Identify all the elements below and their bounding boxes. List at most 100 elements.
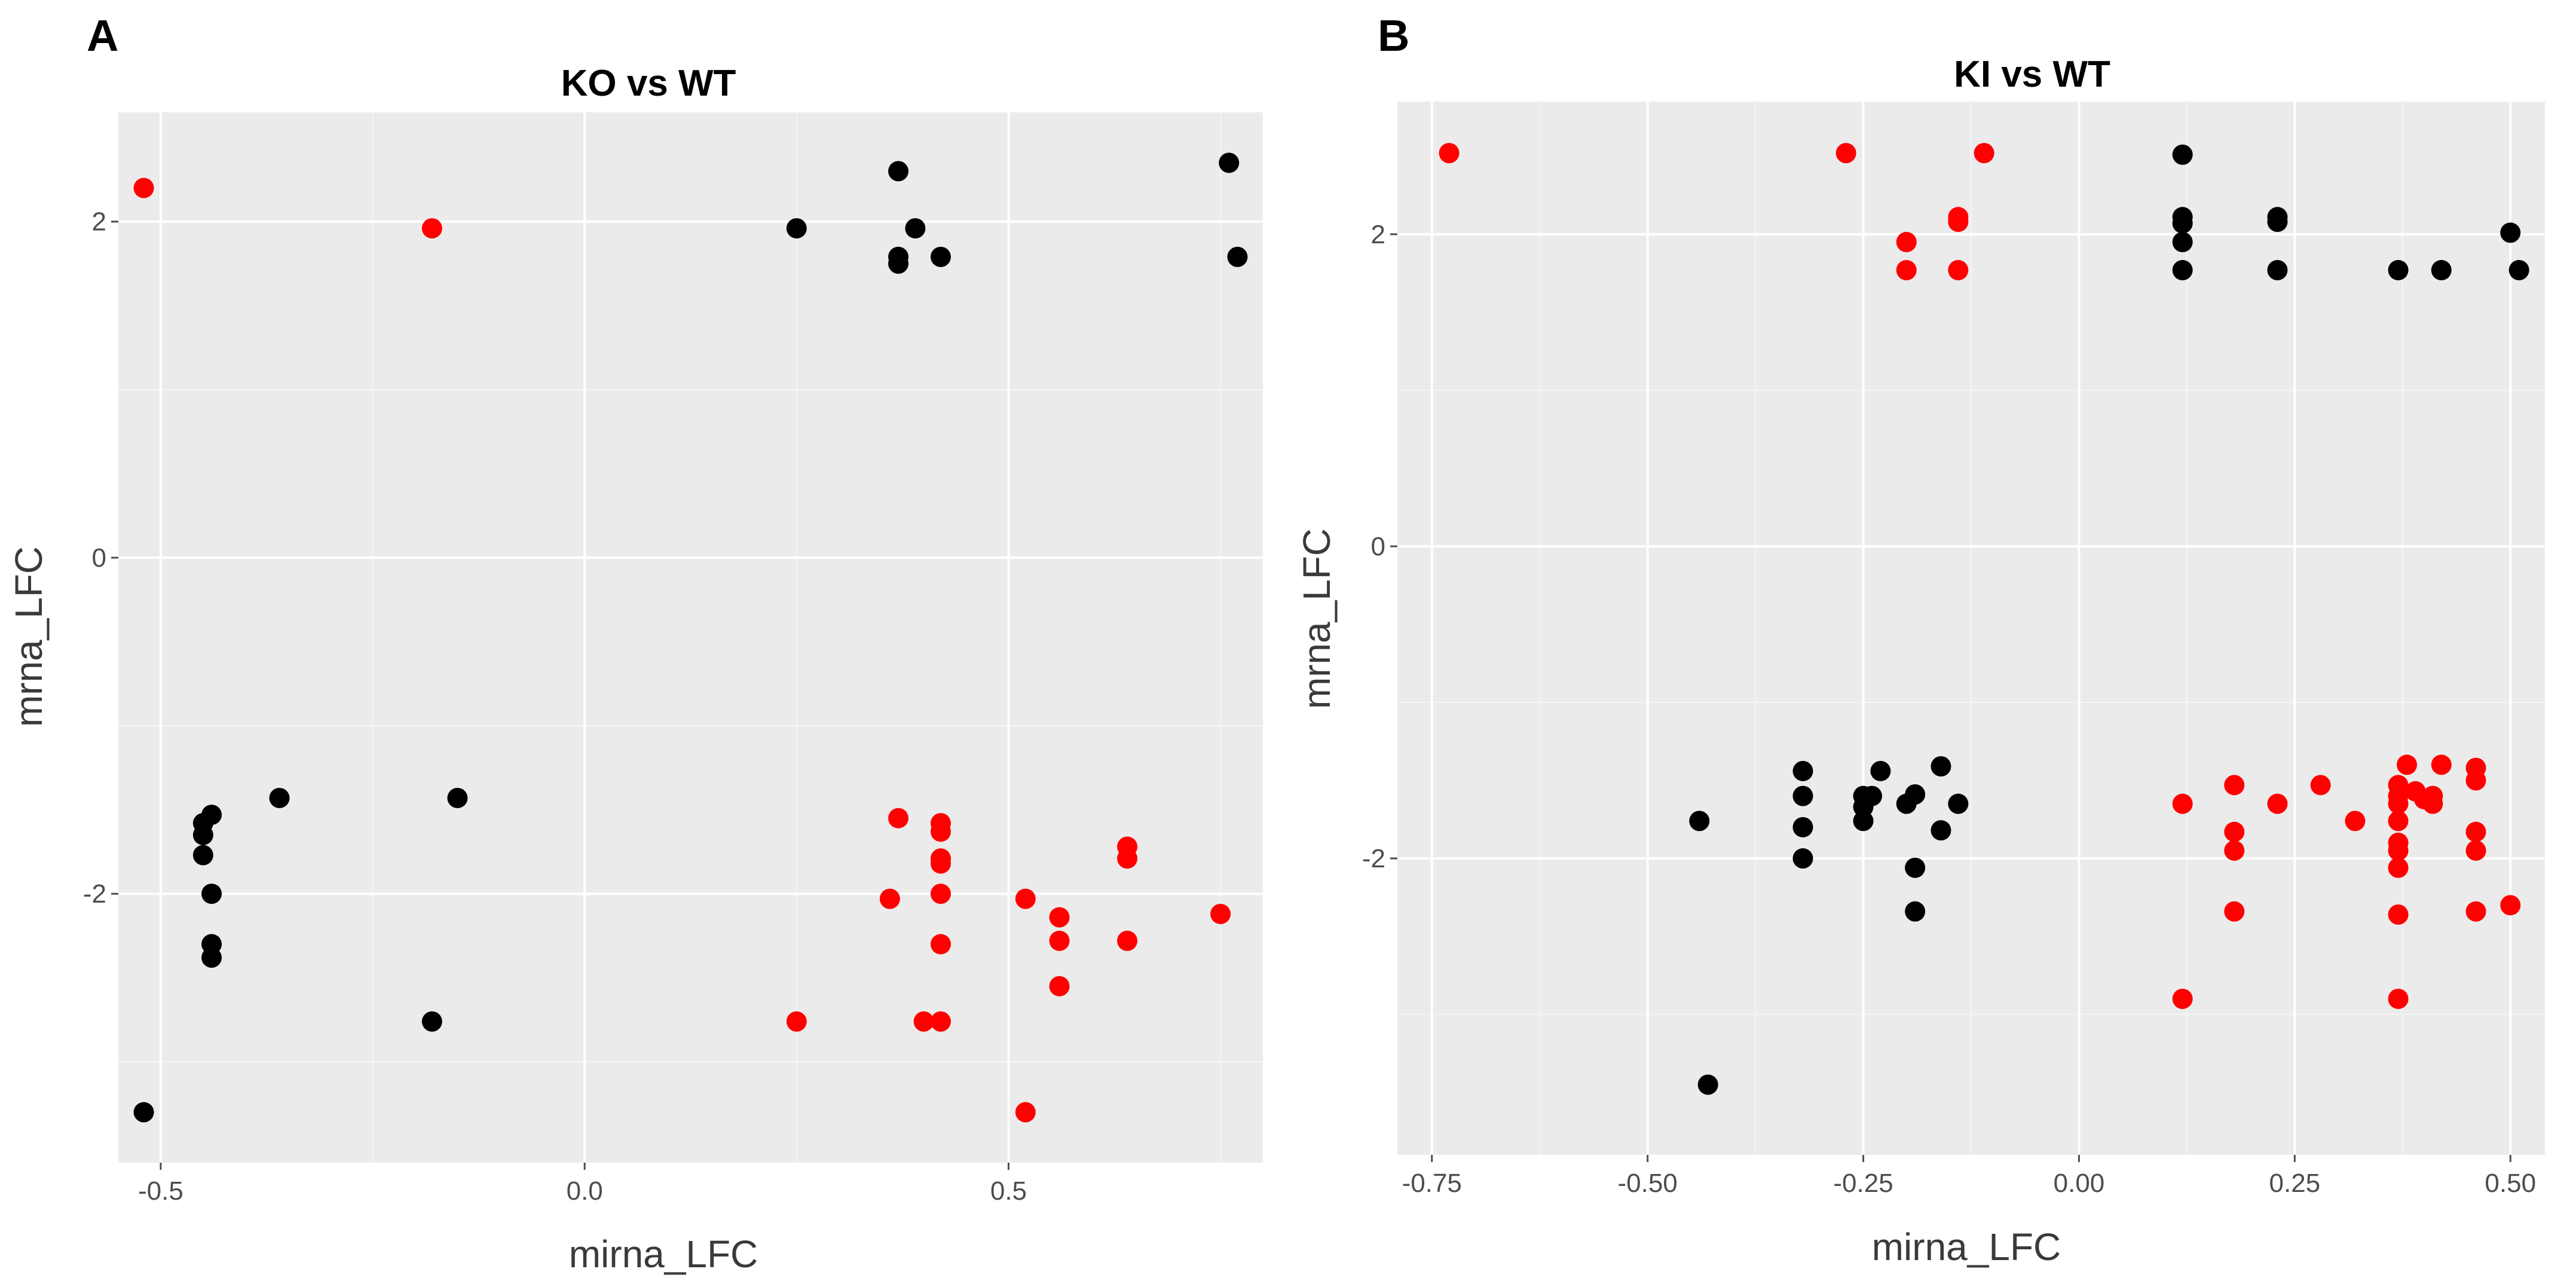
data-point: [2388, 857, 2409, 878]
y-tick-label: 2: [1371, 220, 1385, 249]
data-point: [2388, 988, 2409, 1009]
data-point: [1948, 211, 1969, 232]
data-point: [2172, 231, 2193, 252]
data-point: [1948, 793, 1969, 814]
data-point: [930, 246, 951, 267]
data-point: [269, 787, 290, 808]
data-point: [421, 218, 442, 239]
x-ticks-a: -0.5 0.0 0.5: [138, 1163, 1027, 1206]
data-point: [1931, 756, 1951, 777]
data-point: [2465, 840, 2486, 861]
gridlines-b: [1397, 102, 2545, 1155]
data-point: [133, 178, 154, 198]
data-point: [786, 1011, 807, 1032]
x-tick-label: -0.75: [1402, 1169, 1462, 1198]
data-point: [2224, 840, 2245, 861]
data-point: [905, 218, 926, 239]
y-axis-label-b: mrna_LFC: [1295, 528, 1338, 709]
data-point: [1792, 785, 1813, 806]
data-point: [888, 253, 909, 274]
y-tick-label: 0: [1371, 532, 1385, 561]
data-point: [2465, 821, 2486, 842]
data-point: [2431, 259, 2452, 280]
data-point: [2172, 259, 2193, 280]
data-point: [192, 824, 213, 845]
data-point: [1015, 1102, 1036, 1123]
data-point: [1870, 760, 1891, 781]
data-point: [1896, 231, 1917, 252]
y-tick-label: -2: [1362, 844, 1385, 873]
panel-letter-b: B: [1378, 11, 1409, 60]
data-point: [2388, 904, 2409, 925]
data-point: [2267, 211, 2288, 232]
data-point: [201, 947, 222, 968]
data-point: [2422, 793, 2443, 814]
data-point: [1861, 785, 1882, 806]
data-point: [1439, 143, 1460, 164]
data-point: [2172, 988, 2193, 1009]
data-point: [1210, 903, 1231, 924]
data-point: [1905, 857, 1926, 878]
data-point: [2345, 811, 2366, 831]
data-point: [1905, 784, 1926, 805]
data-point: [2500, 895, 2521, 916]
panel-letter-a: A: [87, 11, 118, 60]
data-point: [2224, 901, 2245, 922]
data-point: [2508, 259, 2529, 280]
x-tick-label: 0.50: [2485, 1169, 2536, 1198]
data-point: [2388, 840, 2409, 861]
data-point: [1792, 848, 1813, 869]
data-point: [2465, 770, 2486, 791]
data-point: [447, 787, 468, 808]
data-point: [879, 888, 900, 909]
data-point: [930, 821, 951, 842]
data-point: [1049, 907, 1070, 928]
x-tick-label: -0.50: [1617, 1169, 1677, 1198]
data-point: [1948, 259, 1969, 280]
x-ticks-b: -0.75 -0.50 -0.25 0.00 0.25 0.50: [1402, 1155, 2536, 1198]
data-point: [2397, 754, 2418, 775]
data-point: [1227, 246, 1248, 267]
data-point: [1697, 1074, 1718, 1095]
data-point: [2172, 213, 2193, 234]
data-point: [2431, 754, 2452, 775]
gridlines-a: [118, 112, 1263, 1163]
data-point: [888, 808, 909, 828]
data-point: [2172, 144, 2193, 165]
points-b: [1439, 143, 2529, 1095]
data-point: [2465, 901, 2486, 922]
y-ticks-b: -2 0 2: [1362, 220, 1397, 873]
data-point: [1792, 817, 1813, 837]
panel-b: B KI vs WT -0.75 -0.50 -0.25 0.00 0.25 0.50 -…: [1295, 11, 2545, 1268]
data-point: [2267, 793, 2288, 814]
x-tick-label: 0.00: [2054, 1169, 2105, 1198]
data-point: [2388, 811, 2409, 831]
y-tick-label: 0: [92, 543, 106, 573]
data-point: [1835, 143, 1856, 164]
data-point: [1853, 811, 1874, 831]
chart-title-a: KO vs WT: [561, 63, 736, 104]
data-point: [2388, 793, 2409, 814]
y-tick-label: -2: [83, 879, 106, 909]
plot-area-a: [118, 112, 1263, 1163]
data-point: [930, 934, 951, 955]
panel-a: A KO vs WT -0.5 0.0 0.5 -2 0 2 mirna_LFC mrn…: [7, 11, 1263, 1276]
x-tick-label: 0.5: [990, 1176, 1027, 1206]
data-point: [1049, 930, 1070, 951]
data-point: [201, 883, 222, 904]
data-point: [1117, 848, 1138, 869]
data-point: [2500, 222, 2521, 243]
data-point: [1905, 901, 1926, 922]
data-point: [1931, 820, 1951, 841]
data-point: [2267, 259, 2288, 280]
data-point: [930, 883, 951, 904]
x-axis-label-a: mirna_LFC: [569, 1233, 758, 1276]
data-point: [1792, 760, 1813, 781]
x-axis-label-b: mirna_LFC: [1872, 1225, 2061, 1268]
data-point: [1117, 930, 1138, 951]
x-tick-label: 0.0: [567, 1176, 603, 1206]
data-point: [913, 1011, 934, 1032]
data-point: [2310, 775, 2331, 796]
data-point: [786, 218, 807, 239]
